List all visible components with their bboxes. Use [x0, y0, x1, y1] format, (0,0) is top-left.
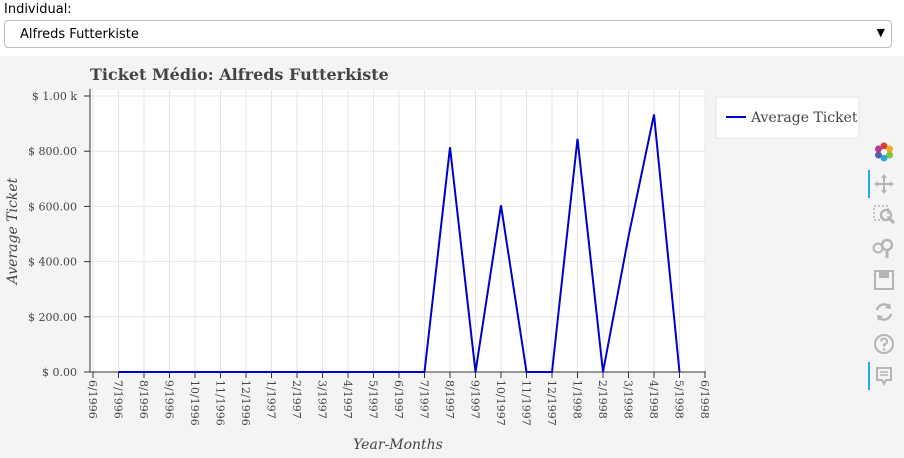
- individual-select[interactable]: Alfreds Futterkiste ▼: [4, 20, 892, 48]
- box-zoom-tool[interactable]: [872, 204, 896, 228]
- x-tick-label: 7/1997: [418, 380, 431, 419]
- x-tick-label: 11/1997: [520, 380, 533, 426]
- y-tick-label: $ 800.00: [28, 145, 77, 158]
- help-tool[interactable]: [872, 332, 896, 356]
- x-tick-label: 3/1997: [316, 380, 329, 419]
- pan-icon: [874, 174, 894, 194]
- x-axis-label: Year-Months: [353, 437, 443, 453]
- legend-label: Average Ticket: [750, 110, 858, 126]
- x-tick-label: 1/1997: [265, 380, 278, 419]
- x-tick-label: 6/1996: [86, 380, 99, 419]
- save-icon: [874, 270, 894, 290]
- widget-label: Individual:: [4, 2, 72, 17]
- x-tick-label: 12/1997: [545, 380, 558, 426]
- plot-frame: [90, 90, 706, 372]
- chevron-down-icon: ▼: [876, 26, 885, 39]
- x-tick-label: 3/1998: [622, 380, 635, 419]
- line-chart: 6/1996 7/1996 8/1996 9/1996 10/1996 11/1996 12…: [5, 65, 860, 453]
- wheel-zoom-icon: [872, 238, 894, 258]
- x-tick-label: 12/1996: [239, 380, 252, 426]
- save-tool[interactable]: [872, 268, 896, 292]
- x-tick-label: 10/1996: [188, 380, 201, 426]
- x-tick-label: 11/1996: [214, 380, 227, 426]
- x-tick-label: 8/1996: [137, 380, 150, 419]
- hover-icon: [876, 367, 892, 387]
- y-tick-label: $ 0.00: [42, 366, 77, 379]
- bokeh-logo-icon[interactable]: [872, 140, 896, 164]
- x-tick-label: 10/1997: [494, 380, 507, 426]
- plot-area[interactable]: 6/1996 7/1996 8/1996 9/1996 10/1996 11/1996 12…: [0, 56, 904, 458]
- legend: Average Ticket: [715, 96, 860, 139]
- help-icon: [874, 334, 894, 354]
- x-tick-label: 9/1997: [469, 380, 482, 419]
- x-tick-label: 4/1997: [341, 380, 354, 419]
- y-tick-label: $ 1.00 k: [32, 90, 77, 103]
- chart-toolbar: [868, 140, 898, 390]
- x-tick-label: 7/1996: [112, 380, 125, 419]
- x-tick-label: 5/1997: [367, 380, 380, 419]
- x-tick-label: 5/1998: [673, 380, 686, 419]
- box-zoom-icon: [873, 205, 896, 225]
- wheel-zoom-tool[interactable]: [872, 236, 896, 260]
- reset-tool[interactable]: [872, 300, 896, 324]
- x-tick-label: 4/1998: [647, 380, 660, 419]
- x-tick-label: 8/1997: [443, 380, 456, 419]
- x-tick-label: 6/1997: [392, 380, 405, 419]
- x-tick-label: 2/1997: [290, 380, 303, 419]
- reset-icon: [875, 303, 893, 321]
- x-tick-label: 6/1998: [698, 380, 711, 419]
- x-tick-label: 1/1998: [571, 380, 584, 419]
- y-tick-label: $ 200.00: [28, 311, 77, 324]
- y-tick-label: $ 600.00: [28, 200, 77, 213]
- selected-value: Alfreds Futterkiste: [20, 27, 139, 42]
- y-axis-label: Average Ticket: [5, 177, 21, 286]
- x-tick-label: 2/1998: [596, 380, 609, 419]
- chart-title: Ticket Médio: Alfreds Futterkiste: [90, 65, 389, 84]
- x-tick-label: 9/1996: [163, 380, 176, 419]
- hover-tool[interactable]: [868, 362, 896, 390]
- series-line-average-ticket: [118, 114, 681, 373]
- pan-tool[interactable]: [868, 170, 896, 198]
- y-tick-label: $ 400.00: [28, 256, 77, 269]
